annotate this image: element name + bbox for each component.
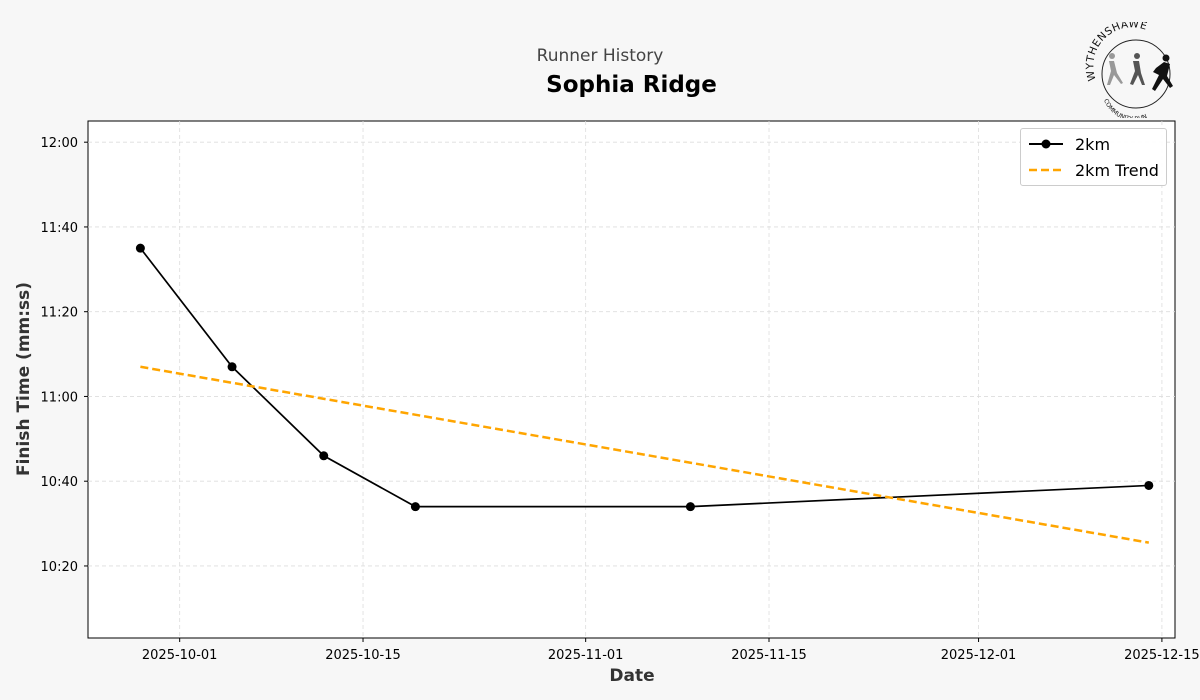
data-point [227, 362, 237, 372]
data-point [135, 243, 145, 253]
y-tick-label: 10:20 [41, 560, 78, 575]
y-tick-label: 11:00 [41, 390, 78, 405]
data-point [685, 502, 695, 512]
trend-line [140, 365, 1150, 544]
legend-label: 2km Trend [1075, 160, 1159, 180]
series-layer [135, 243, 1154, 544]
series-line-2km [139, 247, 1149, 508]
x-tick-label: 2025-12-01 [941, 648, 1017, 663]
grid-lines [88, 121, 1175, 638]
y-axis-label: Finish Time (mm:ss) [14, 282, 34, 476]
x-tick-label: 2025-11-15 [731, 648, 807, 663]
x-tick-label: 2025-10-15 [325, 648, 401, 663]
runner-name: Sophia Ridge [546, 72, 717, 98]
x-tick-label: 2025-11-01 [548, 648, 624, 663]
x-axis-ticks: 2025-10-01 2025-10-15 2025-11-01 2025-11-15… [142, 638, 1200, 663]
chart-subtitle: Runner History [536, 46, 664, 66]
legend-marker-solid-icon [1029, 139, 1063, 149]
chart-legend: 2km 2km Trend [1020, 128, 1167, 186]
x-tick-label: 2025-10-01 [142, 648, 218, 663]
x-axis-label: Date [609, 666, 654, 686]
y-tick-label: 11:40 [41, 221, 78, 236]
legend-marker-dashed-icon [1029, 168, 1063, 172]
chart-title: Sophia Ridge [0, 72, 1200, 98]
x-tick-label: 2025-12-15 [1124, 648, 1200, 663]
legend-item-2km: 2km [1027, 132, 1110, 156]
legend-label: 2km [1075, 134, 1111, 154]
data-point [410, 502, 420, 512]
plot-area [87, 120, 1176, 639]
data-point [1144, 480, 1154, 490]
y-tick-label: 11:20 [41, 306, 78, 321]
y-tick-label: 12:00 [41, 136, 78, 151]
y-axis-ticks: 10:20 10:40 11:00 11:20 11:40 12:00 [41, 136, 88, 575]
data-point [319, 451, 329, 461]
club-logo-icon: WYTHENSHAWE COMMUNITY RUN [1084, 22, 1173, 118]
legend-item-2km-trend: 2km Trend [1027, 158, 1159, 182]
y-tick-label: 10:40 [41, 475, 78, 490]
